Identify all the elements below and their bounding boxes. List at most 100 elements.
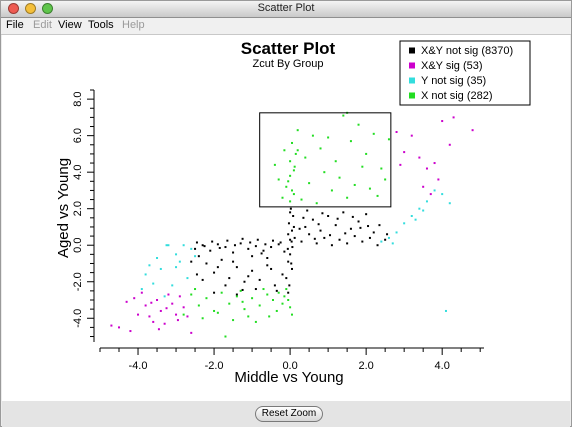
scatter-point: [163, 295, 166, 298]
scatter-point: [256, 238, 259, 241]
scatter-point: [387, 138, 390, 141]
scatter-point: [387, 236, 390, 239]
plot-panel[interactable]: -4.0 -2.0 0.0 2.0 4.0 -4.0 -2.0 0.0 2.0 4.0 6.0 8.0…: [2, 35, 570, 401]
scatter-point: [273, 163, 276, 166]
scatter-point: [359, 226, 362, 229]
scatter-point: [287, 180, 290, 183]
scatter-point: [235, 266, 238, 269]
selection-box[interactable]: [259, 112, 392, 208]
scatter-point: [338, 176, 341, 179]
scatter-point: [275, 289, 278, 292]
scatter-point: [140, 288, 143, 291]
menu-file[interactable]: File: [6, 19, 24, 31]
scatter-point: [152, 282, 155, 285]
scatter-point: [291, 189, 293, 192]
legend-box: [399, 40, 531, 106]
scatter-point: [264, 243, 267, 246]
scatter-point: [235, 293, 238, 296]
scatter-point: [300, 198, 303, 201]
scatter-point: [133, 297, 136, 300]
scatter-point: [448, 143, 451, 146]
scatter-point: [232, 319, 235, 322]
scatter-point: [254, 288, 257, 291]
scatter-point: [148, 264, 151, 267]
scatter-point: [251, 269, 254, 272]
scatter-point: [277, 178, 280, 181]
scatter-point: [159, 309, 162, 312]
scatter-point: [233, 244, 236, 247]
scatter-point: [152, 320, 155, 323]
scatter-point: [247, 315, 250, 318]
menu-view[interactable]: View: [58, 19, 82, 31]
zoom-window-button[interactable]: [42, 3, 53, 14]
scatter-point: [304, 156, 307, 159]
scatter-point: [239, 242, 242, 245]
x-tick-label: 2.0: [358, 360, 373, 372]
menu-help[interactable]: Help: [122, 19, 145, 31]
scatter-point: [275, 309, 278, 312]
scatter-point: [224, 246, 227, 249]
scatter-point: [283, 250, 286, 253]
x-tick-label: 4.0: [435, 360, 450, 372]
scatter-point: [270, 267, 273, 270]
scatter-point: [361, 165, 364, 168]
title-bar[interactable]: Scatter Plot: [1, 1, 571, 18]
scatter-point: [342, 114, 345, 117]
scatter-point: [150, 301, 153, 304]
menu-edit[interactable]: Edit: [33, 19, 52, 31]
scatter-point: [194, 288, 197, 291]
scatter-point: [213, 309, 216, 312]
minimize-window-button[interactable]: [25, 3, 36, 14]
scatter-point: [319, 147, 322, 150]
scatter-point: [190, 247, 193, 250]
scatter-chart[interactable]: -4.0 -2.0 0.0 2.0 4.0 -4.0 -2.0 0.0 2.0 4.0 6.0 8.0…: [2, 35, 570, 401]
close-window-button[interactable]: [8, 3, 19, 14]
scatter-point: [410, 134, 413, 137]
scatter-point: [211, 240, 214, 243]
scatter-point: [334, 224, 337, 227]
scatter-point: [205, 262, 208, 265]
scatter-point: [290, 240, 293, 243]
scatter-point: [197, 304, 200, 307]
scatter-point: [289, 238, 292, 241]
scatter-point: [308, 233, 311, 236]
scatter-point: [283, 149, 286, 152]
menu-tools[interactable]: Tools: [88, 19, 114, 31]
scatter-point: [156, 299, 159, 301]
scatter-point: [216, 266, 219, 269]
scatter-point: [156, 257, 159, 259]
reset-zoom-button[interactable]: Reset Zoom: [255, 406, 323, 422]
scatter-point: [243, 308, 246, 311]
scatter-point: [321, 212, 324, 215]
scatter-point: [241, 300, 244, 303]
scatter-point: [228, 302, 231, 305]
scatter-point: [287, 291, 290, 294]
scatter-point: [137, 313, 140, 316]
scatter-point: [167, 293, 170, 296]
scatter-point: [290, 262, 293, 265]
scatter-point: [311, 218, 314, 221]
scatter-point: [201, 278, 204, 281]
scatter-point: [144, 273, 147, 276]
scatter-point: [410, 215, 413, 217]
scatter-point: [175, 253, 178, 256]
bottom-toolbar: Reset Zoom: [2, 401, 570, 427]
scatter-point: [129, 330, 132, 333]
scatter-point: [266, 293, 269, 296]
scatter-point: [357, 123, 360, 126]
scatter-point: [190, 293, 193, 296]
scatter-point: [327, 136, 330, 139]
scatter-point: [395, 131, 398, 133]
scatter-point: [403, 222, 406, 225]
scatter-point: [247, 275, 250, 278]
scatter-point: [287, 222, 290, 225]
scatter-point: [425, 167, 428, 170]
scatter-point: [414, 218, 417, 221]
legend-swatch: [409, 47, 415, 54]
scatter-point: [273, 284, 276, 287]
scatter-point: [378, 224, 381, 227]
scatter-point: [209, 249, 212, 252]
scatter-point: [311, 134, 314, 137]
scatter-point: [171, 302, 174, 305]
scatter-point: [418, 207, 421, 210]
